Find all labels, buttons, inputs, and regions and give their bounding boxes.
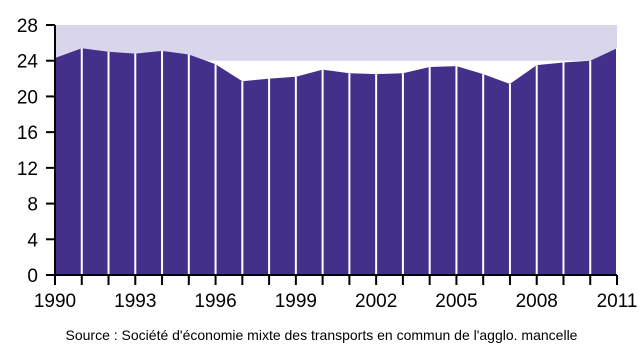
y-tick-label-4: 4 — [27, 230, 38, 251]
y-tick-label-28: 28 — [17, 16, 38, 37]
x-tick-label-1993: 1993 — [114, 291, 156, 312]
y-tick-label-12: 12 — [17, 159, 38, 180]
y-tick-label-0: 0 — [27, 266, 38, 287]
source-note: Source : Société d'économie mixte des tr… — [65, 327, 578, 343]
x-tick-label-2002: 2002 — [355, 291, 397, 312]
year-gridlines — [80, 48, 618, 275]
y-axis-ticks: 0 4 8 12 16 20 24 28 — [17, 16, 55, 287]
y-tick-label-24: 24 — [17, 52, 39, 73]
x-axis-ticks: 1990 1993 1996 1999 2002 2005 2008 2011 — [34, 275, 638, 312]
y-tick-label-8: 8 — [27, 195, 38, 216]
y-tick-label-20: 20 — [17, 87, 38, 108]
x-tick-label-1999: 1999 — [275, 291, 317, 312]
x-tick-label-2008: 2008 — [516, 291, 558, 312]
x-tick-label-2011: 2011 — [597, 291, 638, 312]
x-tick-label-2005: 2005 — [435, 291, 477, 312]
y-tick-label-16: 16 — [17, 123, 38, 144]
series-area — [55, 48, 617, 276]
x-tick-label-1996: 1996 — [194, 291, 236, 312]
x-tick-label-1990: 1990 — [34, 291, 76, 312]
